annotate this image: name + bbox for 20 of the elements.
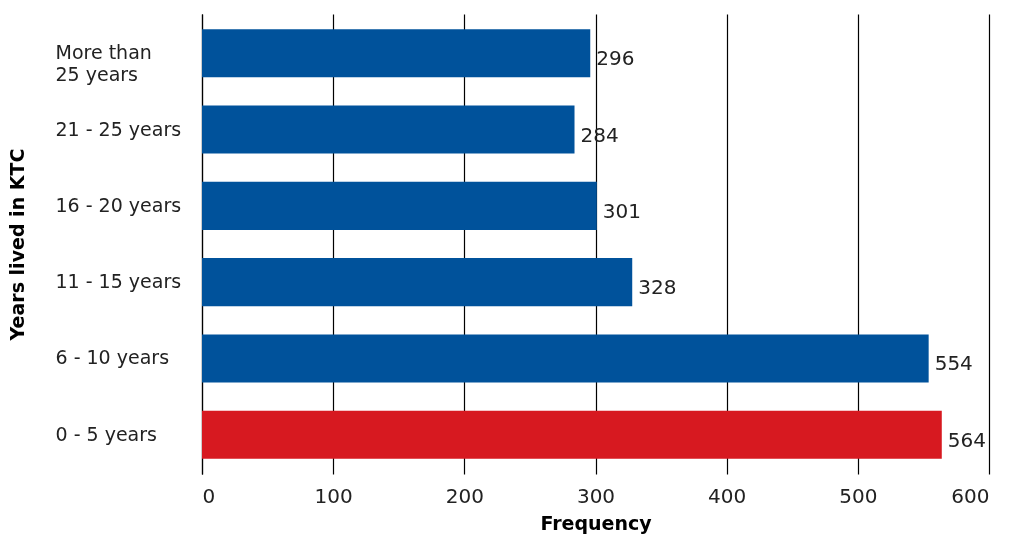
x-tick-label: 400 xyxy=(708,483,747,508)
x-tick-label: 100 xyxy=(314,483,353,508)
x-axis-title: Frequency xyxy=(540,511,653,534)
data-label: 296 xyxy=(596,46,635,71)
data-label: 554 xyxy=(934,351,973,376)
x-tick-label: 500 xyxy=(839,483,878,508)
data-label: 301 xyxy=(602,198,641,223)
data-label: 328 xyxy=(638,275,677,300)
y-tick-label: 0 - 5 years xyxy=(55,422,157,445)
x-tick-label: 200 xyxy=(445,483,484,508)
y-tick-label: 16 - 20 years xyxy=(55,193,182,216)
y-tick-label: More than 25 years xyxy=(55,41,152,86)
y-tick-label: 11 - 15 years xyxy=(55,270,182,293)
x-tick-label: 600 xyxy=(951,483,990,508)
x-tick-label: 0 xyxy=(202,483,216,508)
y-tick-label: 21 - 25 years xyxy=(55,117,182,140)
y-tick-label: 6 - 10 years xyxy=(55,346,170,369)
x-tick-label: 300 xyxy=(576,483,616,508)
data-label: 564 xyxy=(947,427,986,452)
y-axis-title: Years lived in KTC xyxy=(5,148,28,342)
